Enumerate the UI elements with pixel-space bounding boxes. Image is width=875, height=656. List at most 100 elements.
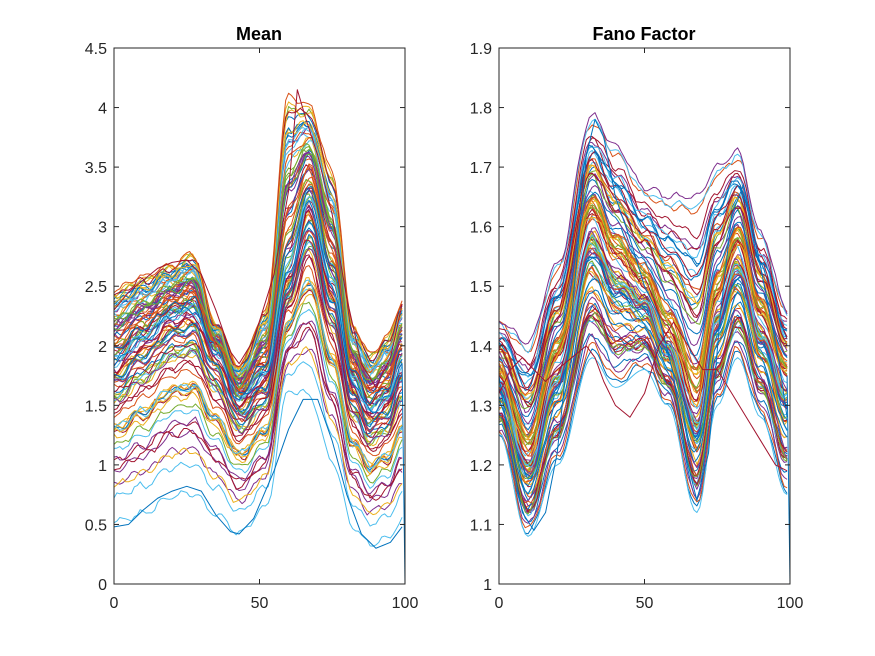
series-line: [113, 140, 403, 381]
series-line: [498, 289, 788, 502]
x-tick-label: 50: [636, 595, 654, 612]
series-line: [498, 112, 788, 345]
series-line: [113, 320, 403, 495]
axes-fano-factor: 0 50 100 1 1.1 1.2 1.3 1.4 1.5 1.6 1.7 1.8 1.9 Fano …: [470, 24, 804, 612]
series-line: [498, 197, 788, 434]
y-tick-label: 4: [98, 101, 107, 118]
series-line: [113, 219, 403, 426]
y-tick-label: 1.2: [470, 458, 492, 475]
series-line: [113, 256, 403, 450]
series-line: [113, 209, 403, 420]
series-line: [113, 277, 403, 468]
y-tick-label: 1.1: [470, 517, 492, 534]
series-line: [113, 289, 403, 475]
y-tick-label: 1.5: [85, 398, 107, 415]
series-line-extreme: [113, 89, 403, 388]
y-tick-label: 0.5: [85, 517, 107, 534]
mean-axes-frame: 0 50 100 0 0.5 1 1.5 2 2.5 3 3.5 4 4.5: [85, 41, 419, 612]
x-tick-label: 0: [495, 595, 504, 612]
series-line: [113, 237, 403, 438]
series-line: [113, 184, 403, 401]
series-line: [113, 326, 403, 501]
series-line: [498, 191, 788, 431]
series-line: [498, 250, 788, 475]
mean-series-lines: [113, 89, 406, 585]
mean-title: Mean: [236, 24, 282, 44]
axes-mean: 0 50 100 0 0.5 1 1.5 2 2.5 3 3.5 4 4.5 Mean: [85, 24, 419, 612]
series-line: [113, 229, 403, 433]
series-line: [498, 247, 788, 473]
series-line-extreme: [113, 398, 403, 549]
x-tick-label: 100: [392, 595, 419, 612]
series-line: [113, 220, 403, 428]
series-line: [498, 141, 788, 371]
fano-title: Fano Factor: [592, 24, 695, 44]
y-tick-label: 1.3: [470, 398, 492, 415]
series-line: [113, 247, 403, 446]
series-line: [498, 144, 788, 377]
series-line: [498, 136, 788, 365]
series-line: [498, 231, 788, 461]
series-line: [498, 172, 788, 408]
y-tick-label: 1.7: [470, 160, 492, 177]
series-line: [113, 388, 403, 547]
series-line: [113, 186, 403, 405]
y-tick-label: 0: [98, 577, 107, 594]
series-line: [498, 241, 788, 468]
series-line: [498, 311, 788, 515]
y-tick-label: 3: [98, 220, 107, 237]
series-line: [113, 279, 403, 469]
series-line: [113, 230, 403, 433]
series-line: [498, 118, 788, 354]
series-line: [498, 307, 788, 513]
fano-axes-frame: 0 50 100 1 1.1 1.2 1.3 1.4 1.5 1.6 1.7 1.8 1.9: [470, 41, 804, 612]
y-tick-label: 1: [483, 577, 492, 594]
y-tick-label: 3.5: [85, 160, 107, 177]
y-tick-label: 4.5: [85, 41, 107, 58]
y-tick-label: 1.5: [470, 279, 492, 296]
series-line: [113, 239, 403, 438]
series-line: [498, 199, 788, 440]
series-line: [498, 260, 788, 479]
series-line: [498, 341, 788, 529]
series-line: [113, 120, 403, 369]
series-line: [113, 346, 403, 516]
series-line: [498, 173, 788, 410]
x-tick-label: 50: [251, 595, 269, 612]
series-line: [113, 233, 403, 435]
series-line: [113, 204, 403, 415]
y-tick-label: 1.8: [470, 101, 492, 118]
series-line: [113, 153, 403, 388]
y-tick-label: 1: [98, 458, 107, 475]
series-line-extreme: [498, 321, 788, 472]
series-line: [498, 198, 788, 441]
series-line: [498, 256, 788, 480]
series-line: [498, 348, 788, 535]
series-line: [498, 137, 788, 374]
y-tick-label: 1.6: [470, 220, 492, 237]
series-line: [113, 142, 403, 381]
y-tick-label: 2: [98, 339, 107, 356]
series-line: [498, 173, 788, 414]
series-line: [113, 230, 403, 433]
series-line: [498, 185, 788, 425]
series-line: [498, 333, 788, 524]
series-line: [499, 357, 788, 537]
fano-series-lines: [498, 112, 791, 585]
series-line: [113, 361, 403, 527]
y-tick-label: 1.9: [470, 41, 492, 58]
series-line-extreme: [498, 118, 788, 531]
x-tick-label: 0: [110, 595, 119, 612]
series-line: [498, 278, 788, 495]
x-tick-label: 100: [777, 595, 804, 612]
series-line: [113, 178, 403, 399]
series-line: [113, 199, 403, 414]
series-line: [113, 308, 403, 489]
y-tick-label: 1.4: [470, 339, 492, 356]
series-line: [113, 265, 403, 457]
series-line: [113, 151, 403, 385]
series-line: [498, 333, 788, 522]
series-line: [113, 301, 403, 484]
